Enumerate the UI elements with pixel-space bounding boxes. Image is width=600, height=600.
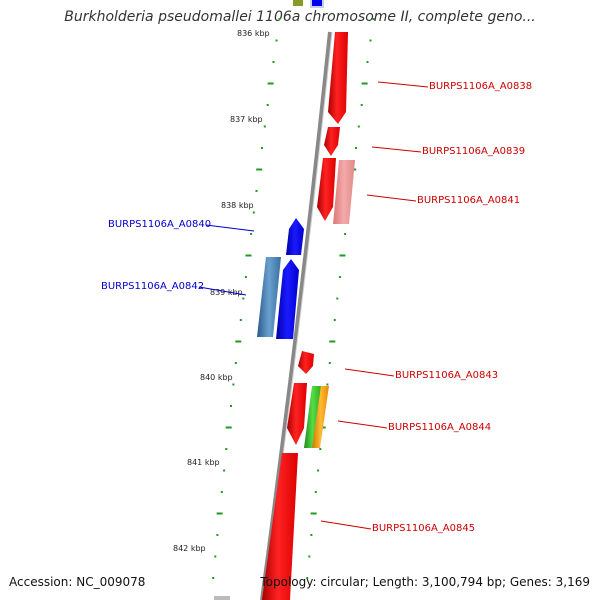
ring-dot: [232, 383, 235, 386]
ring-dot: [310, 534, 313, 536]
ring-dot: [216, 512, 223, 515]
ring-dot: [266, 104, 269, 106]
ring-dot: [314, 491, 317, 493]
kbp-tick-841: 841 kbp: [187, 458, 220, 467]
ring-dot: [255, 190, 258, 192]
map-title: Burkholderia pseudomallei 1106a chromoso…: [64, 9, 536, 25]
label-burps1106a-a0838[interactable]: BURPS1106A_A0838: [429, 81, 532, 92]
ring-dot: [355, 147, 357, 149]
ring-dot: [256, 168, 263, 171]
ring-dot: [336, 297, 339, 300]
label-line-a0845: [320, 520, 372, 530]
gene-burps1106a-a0844: [287, 383, 307, 445]
ring-dot: [242, 297, 245, 300]
gene-burps1106a-a0839: [324, 127, 340, 156]
ring-dot: [263, 125, 266, 128]
label-line-a0844: [337, 420, 388, 429]
gene-burps1106a-a0841-light: [333, 160, 355, 224]
gene-burps1106a-a0843: [298, 351, 314, 374]
label-line-a0842: [198, 286, 247, 296]
gene-burps1106a-a0845: [262, 453, 298, 600]
gene-burps1106a-a0844-green: [304, 386, 321, 448]
ring-dot: [319, 448, 322, 450]
ring-dot: [361, 82, 368, 85]
ring-dot: [329, 340, 336, 343]
gene-partial-olive: [293, 0, 303, 6]
chromosome-backbone: [260, 31, 332, 600]
label-burps1106a-a0841[interactable]: BURPS1106A_A0841: [417, 195, 520, 206]
label-burps1106a-a0844[interactable]: BURPS1106A_A0844: [388, 422, 491, 433]
ring-dot: [220, 491, 223, 493]
kbp-tick-840: 840 kbp: [200, 373, 233, 382]
label-line-a0841: [366, 194, 417, 202]
ring-dot: [275, 39, 278, 42]
ring-dot: [333, 319, 336, 321]
ring-dot: [225, 426, 232, 429]
ring-dot: [317, 469, 320, 472]
ring-dot: [235, 340, 242, 343]
ring-dot: [250, 233, 253, 235]
ring-dot: [306, 577, 309, 579]
label-burps1106a-a0843[interactable]: BURPS1106A_A0843: [395, 370, 498, 381]
ring-dot: [310, 512, 317, 515]
label-line-a0839: [371, 146, 422, 153]
accession-text: Accession: NC_009078: [9, 575, 146, 589]
ring-dot: [369, 39, 372, 42]
ring-dot: [339, 254, 346, 257]
gene-burps1106a-a0838: [328, 32, 348, 124]
ring-dot: [366, 61, 369, 63]
label-burps1106a-a0845[interactable]: BURPS1106A_A0845: [372, 523, 475, 534]
ring-dot: [225, 448, 228, 450]
ring-dot: [214, 555, 217, 558]
label-burps1106a-a0839[interactable]: BURPS1106A_A0839: [422, 146, 525, 157]
ring-dot: [216, 534, 219, 536]
kbp-tick-836: 836 kbp: [237, 29, 270, 38]
label-line-a0840: [205, 224, 255, 232]
ring-dot: [230, 405, 232, 407]
ring-dot: [326, 383, 329, 386]
ring-dot: [252, 211, 255, 214]
ring-dot: [338, 276, 341, 278]
label-burps1106a-a0840[interactable]: BURPS1106A_A0840: [108, 219, 211, 230]
ring-dot: [328, 362, 331, 364]
ring-dot: [239, 319, 242, 321]
topology-text: Topology: circular; Length: 3,100,794 bp…: [260, 575, 590, 589]
kbp-tick-839: 839 kbp: [210, 288, 243, 297]
label-line-a0843: [344, 368, 395, 377]
ring-dot: [244, 276, 247, 278]
ring-dot: [267, 82, 274, 85]
label-burps1106a-a0842[interactable]: BURPS1106A_A0842: [101, 281, 204, 292]
label-line-a0838: [377, 81, 429, 88]
ring-dot: [272, 61, 275, 63]
ring-dot: [308, 555, 311, 558]
kbp-tick-838: 838 kbp: [221, 201, 254, 210]
ring-dot: [360, 104, 363, 106]
ring-dot: [344, 233, 347, 235]
ring-dot: [261, 147, 263, 149]
gene-burps1106a-a0842-steel: [257, 257, 281, 337]
ring-dot: [234, 362, 237, 364]
ring-dot: [278, 18, 281, 20]
inner-dot-ring: [212, 18, 281, 579]
ring-dot: [372, 18, 375, 20]
ring-dot: [223, 469, 226, 472]
kbp-tick-837: 837 kbp: [230, 115, 263, 124]
gene-burps1106a-a0841: [317, 158, 336, 221]
gene-partial-blue-core: [312, 0, 322, 6]
backbone-bottom-stub: [214, 596, 230, 600]
gene-burps1106a-a0840: [286, 218, 304, 255]
kbp-tick-842: 842 kbp: [173, 544, 206, 553]
ring-dot: [357, 125, 360, 128]
gene-burps1106a-a0844-orange: [312, 386, 329, 448]
ring-dot: [212, 577, 215, 579]
gene-burps1106a-a0842: [276, 259, 299, 339]
ring-dot: [245, 254, 252, 257]
